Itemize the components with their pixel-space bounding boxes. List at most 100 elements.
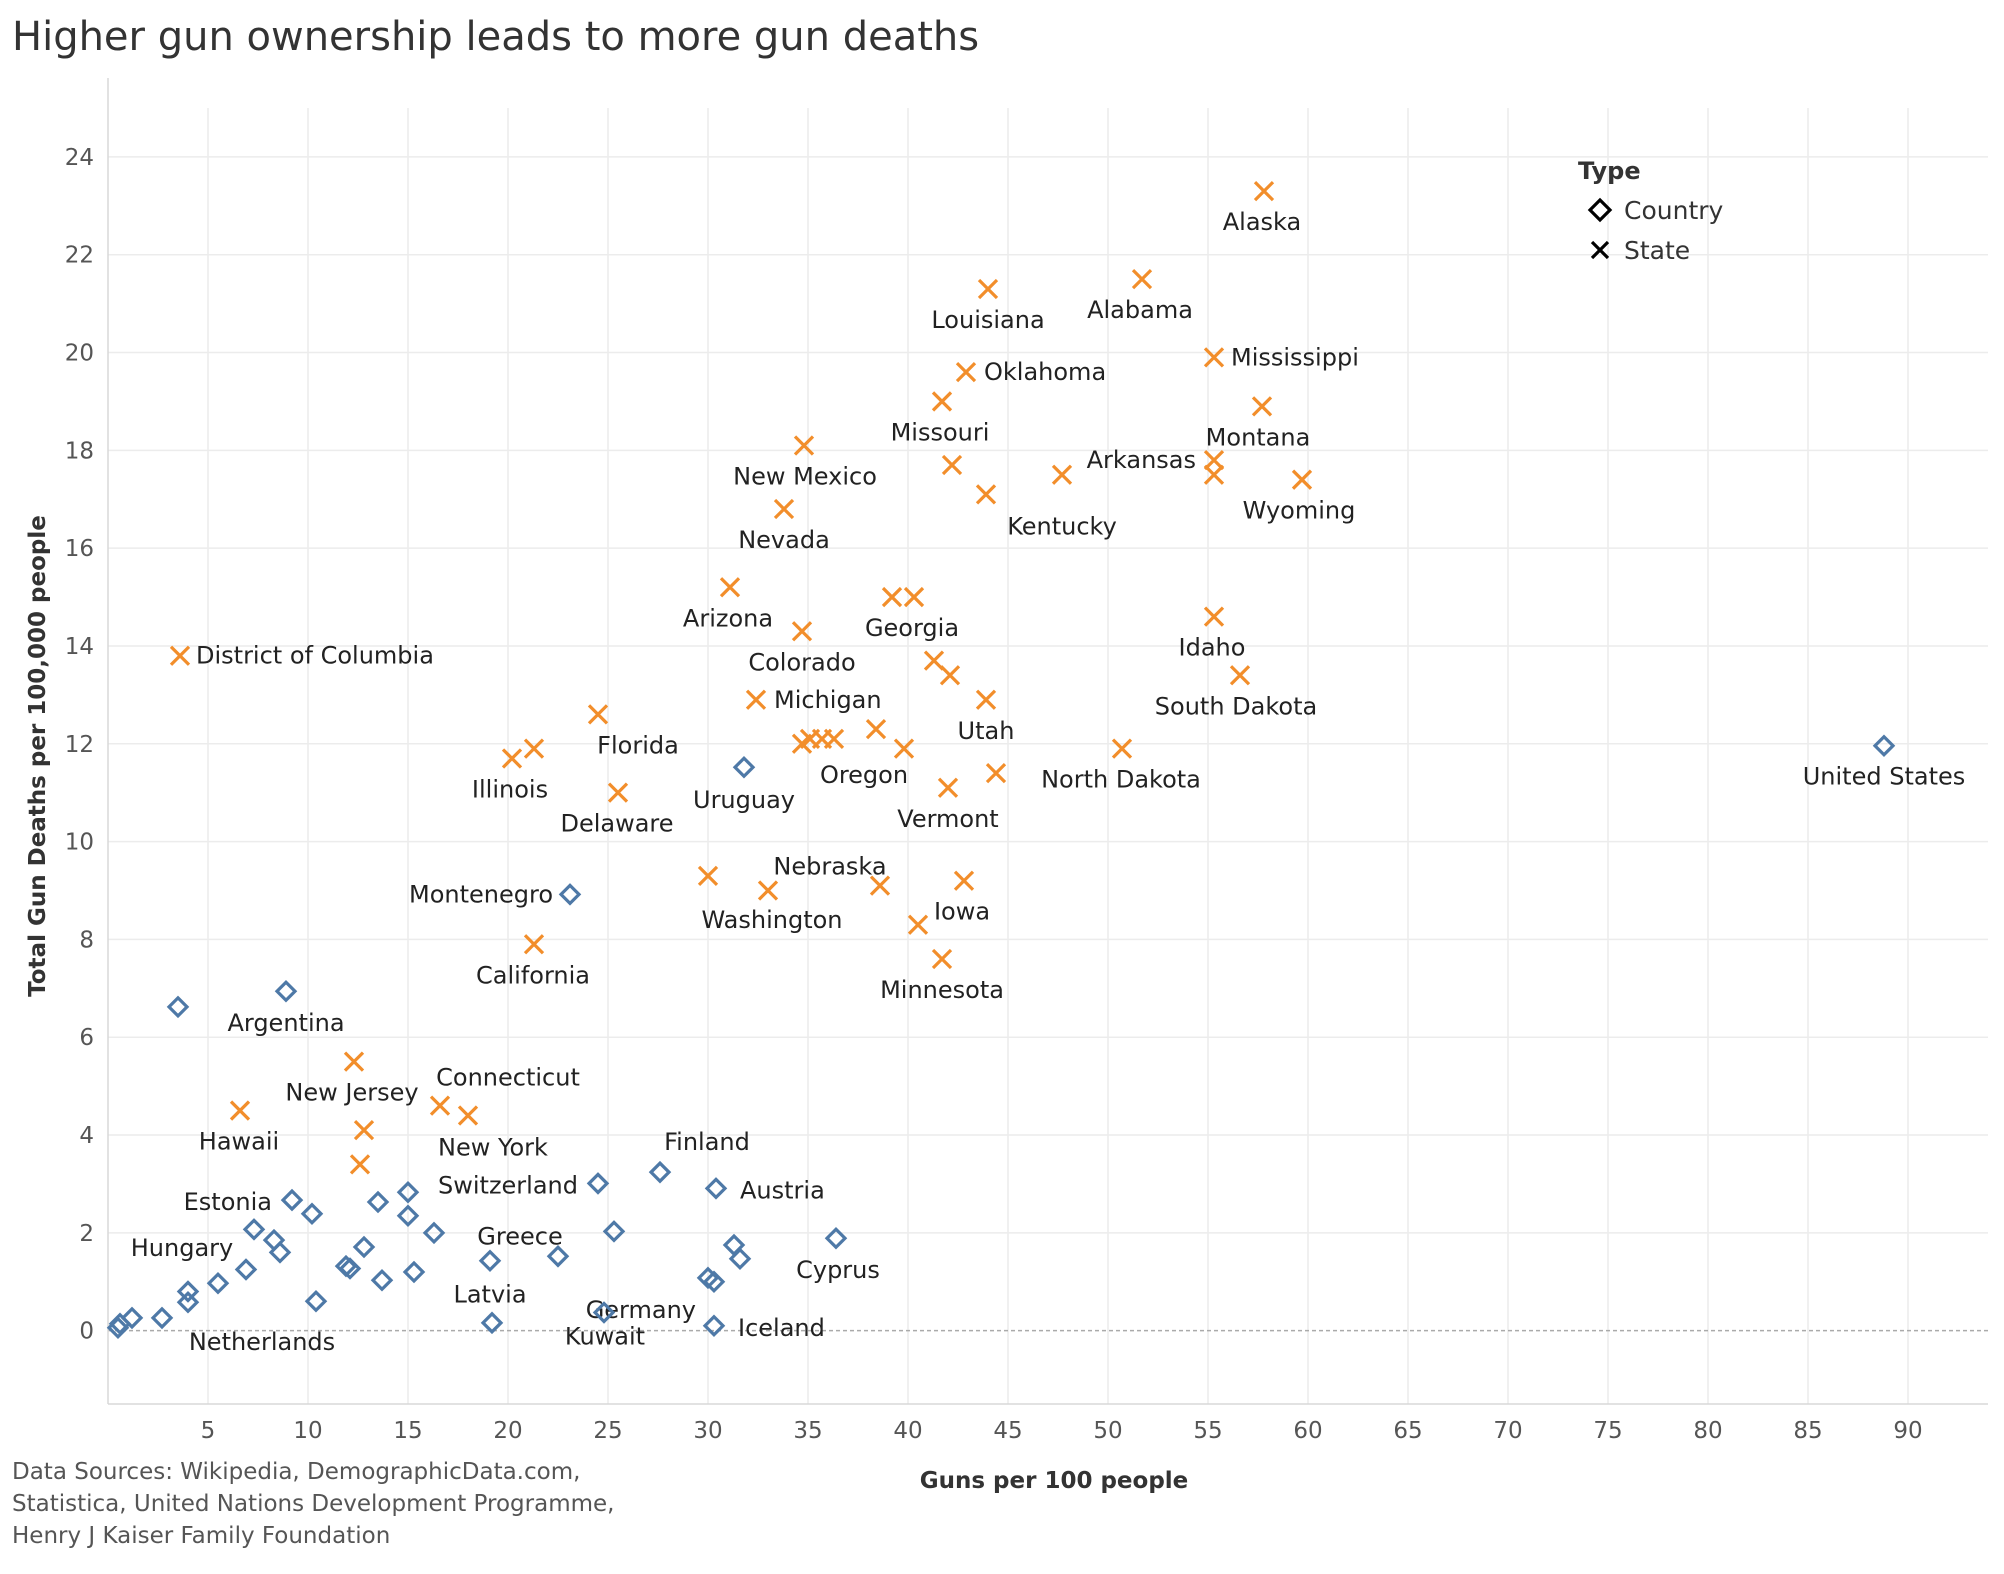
x-tick-label: 60 bbox=[1293, 1418, 1322, 1444]
state-point bbox=[229, 1100, 251, 1121]
point-label: New York bbox=[438, 1133, 548, 1161]
point-label: Uruguay bbox=[693, 786, 795, 814]
state-point bbox=[975, 484, 997, 505]
x-tick-label: 10 bbox=[293, 1418, 322, 1444]
state-point bbox=[1051, 464, 1073, 485]
state-point bbox=[923, 650, 945, 671]
state-point bbox=[791, 621, 813, 642]
y-tick-label: 22 bbox=[65, 243, 94, 269]
country-point bbox=[176, 1291, 200, 1314]
country-point bbox=[150, 1306, 174, 1330]
point-label: Montana bbox=[1206, 423, 1311, 451]
state-point bbox=[1203, 449, 1225, 471]
state-point bbox=[903, 586, 925, 608]
x-axis-title: Guns per 100 people bbox=[920, 1468, 1189, 1494]
point-label: Utah bbox=[958, 717, 1015, 745]
point-label: Germany bbox=[586, 1296, 696, 1324]
state-point bbox=[985, 762, 1007, 784]
point-label: Alabama bbox=[1087, 296, 1193, 324]
legend-entry-label: Country bbox=[1624, 196, 1724, 225]
state-point bbox=[791, 733, 813, 754]
country-point bbox=[586, 1172, 610, 1195]
y-tick-label: 18 bbox=[65, 438, 94, 464]
point-label: United States bbox=[1803, 763, 1966, 791]
country-point bbox=[402, 1260, 426, 1284]
y-tick-label: 10 bbox=[65, 830, 94, 856]
x-tick-label: 45 bbox=[993, 1418, 1022, 1444]
country-point bbox=[262, 1228, 286, 1252]
point-label: North Dakota bbox=[1041, 766, 1201, 794]
legend-title: Type bbox=[1578, 157, 1641, 185]
state-point bbox=[1203, 347, 1225, 368]
point-label: Delaware bbox=[560, 810, 673, 838]
x-tick-label: 35 bbox=[793, 1418, 822, 1444]
y-tick-label: 8 bbox=[79, 927, 94, 953]
country-point bbox=[732, 755, 756, 779]
country-point bbox=[352, 1235, 376, 1259]
legend-cross-icon bbox=[1590, 240, 1610, 260]
country-point bbox=[280, 1188, 304, 1212]
state-point bbox=[773, 498, 795, 520]
y-tick-label: 14 bbox=[65, 634, 94, 660]
country-point bbox=[558, 883, 582, 906]
point-label: Connecticut bbox=[436, 1064, 580, 1092]
state-point bbox=[1251, 396, 1273, 417]
x-tick-label: 90 bbox=[1893, 1418, 1922, 1444]
y-tick-label: 2 bbox=[79, 1221, 94, 1247]
y-tick-label: 24 bbox=[65, 145, 94, 171]
point-label: Idaho bbox=[1179, 634, 1246, 662]
point-label: Michigan bbox=[774, 686, 882, 714]
point-label: Mississippi bbox=[1231, 343, 1359, 371]
country-point bbox=[106, 1316, 130, 1339]
x-tick-label: 50 bbox=[1093, 1418, 1122, 1444]
point-label: Georgia bbox=[865, 614, 959, 642]
country-point bbox=[338, 1257, 362, 1280]
y-tick-label: 6 bbox=[79, 1025, 94, 1051]
point-label: Austria bbox=[740, 1176, 825, 1204]
country-point bbox=[300, 1202, 324, 1226]
x-tick-label: 55 bbox=[1193, 1418, 1222, 1444]
x-tick-label: 20 bbox=[493, 1418, 522, 1444]
state-point bbox=[931, 391, 953, 412]
state-point bbox=[953, 870, 975, 891]
x-tick-label: 15 bbox=[393, 1418, 422, 1444]
country-point bbox=[704, 1177, 728, 1200]
point-label: Iowa bbox=[934, 898, 990, 926]
x-tick-label: 85 bbox=[1793, 1418, 1822, 1444]
point-label: Cyprus bbox=[796, 1256, 880, 1284]
x-tick-label: 25 bbox=[593, 1418, 622, 1444]
country-point bbox=[396, 1180, 420, 1204]
country-point bbox=[546, 1245, 570, 1268]
point-label: Kuwait bbox=[565, 1323, 645, 1351]
state-point bbox=[977, 278, 999, 300]
country-point bbox=[396, 1204, 420, 1227]
x-tick-label: 80 bbox=[1693, 1418, 1722, 1444]
state-point bbox=[587, 704, 609, 725]
country-point bbox=[166, 995, 190, 1019]
point-label: Missouri bbox=[891, 418, 990, 446]
point-label: Greece bbox=[477, 1222, 562, 1250]
point-label: Illinois bbox=[472, 775, 548, 803]
country-point bbox=[268, 1241, 292, 1264]
point-label: Nebraska bbox=[773, 853, 886, 881]
point-label: Hawaii bbox=[199, 1128, 279, 1156]
point-label: Vermont bbox=[897, 805, 998, 833]
y-tick-label: 12 bbox=[65, 732, 94, 758]
point-label: Estonia bbox=[184, 1188, 272, 1216]
point-label: Oregon bbox=[820, 761, 908, 789]
country-point bbox=[274, 979, 298, 1003]
country-point bbox=[422, 1221, 446, 1245]
point-label: Hungary bbox=[131, 1234, 233, 1262]
state-point bbox=[1131, 269, 1153, 290]
chart-title: Higher gun ownership leads to more gun d… bbox=[12, 14, 980, 60]
state-point bbox=[937, 777, 959, 798]
y-tick-label: 4 bbox=[79, 1123, 94, 1149]
state-point bbox=[881, 586, 903, 608]
state-point bbox=[697, 865, 719, 886]
state-point bbox=[169, 645, 191, 666]
y-axis-title: Total Gun Deaths per 100,000 people bbox=[25, 515, 51, 997]
state-point bbox=[955, 361, 977, 383]
point-label: Switzerland bbox=[438, 1171, 578, 1199]
state-point bbox=[457, 1105, 479, 1126]
state-point bbox=[893, 738, 915, 759]
